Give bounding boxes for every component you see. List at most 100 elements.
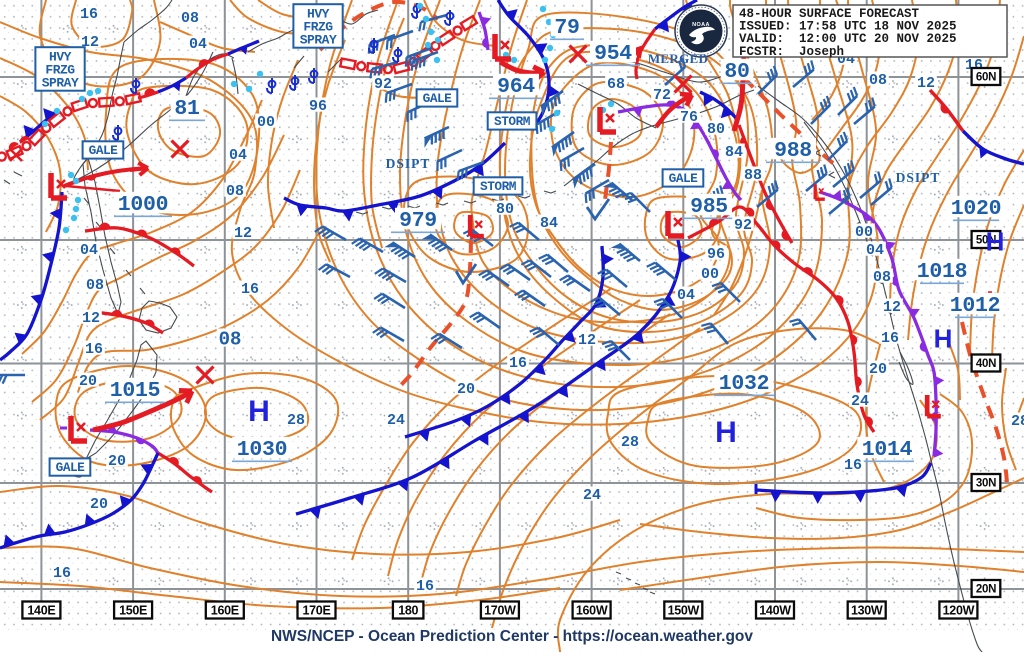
svg-text:20: 20 [869, 361, 887, 378]
svg-text:16: 16 [844, 457, 862, 474]
svg-text:FRZG: FRZG [303, 19, 333, 34]
svg-text:GALE: GALE [56, 460, 86, 475]
svg-text:12: 12 [917, 75, 935, 92]
svg-text:68: 68 [607, 76, 625, 93]
svg-text:20: 20 [90, 496, 108, 513]
svg-text:170W: 170W [484, 604, 516, 618]
svg-text:12: 12 [578, 332, 596, 349]
svg-text:00: 00 [257, 114, 275, 131]
svg-text:96: 96 [707, 246, 725, 263]
svg-text:88: 88 [744, 167, 762, 184]
svg-text:HVY: HVY [49, 49, 72, 64]
svg-text:150W: 150W [668, 604, 700, 618]
svg-text:04: 04 [866, 242, 884, 259]
svg-text:80: 80 [724, 60, 749, 84]
svg-text:16: 16 [509, 355, 527, 372]
svg-text:DSIPT: DSIPT [896, 170, 941, 185]
svg-text:H: H [715, 416, 737, 449]
svg-text:20: 20 [79, 373, 97, 390]
svg-text:80: 80 [707, 121, 725, 138]
svg-text:150E: 150E [119, 604, 147, 618]
svg-text:08: 08 [181, 10, 199, 27]
svg-text:GALE: GALE [669, 171, 699, 186]
svg-text:160W: 160W [576, 604, 608, 618]
svg-text:12: 12 [883, 299, 901, 316]
svg-text:16: 16 [80, 6, 98, 23]
svg-text:20: 20 [108, 453, 126, 470]
svg-text:20N: 20N [976, 584, 996, 596]
svg-text:96: 96 [309, 98, 327, 115]
svg-text:08: 08 [873, 269, 891, 286]
svg-text:16: 16 [241, 281, 259, 298]
svg-text:80: 80 [496, 201, 514, 218]
svg-text:04: 04 [229, 147, 247, 164]
svg-text:MERGED: MERGED [648, 51, 708, 66]
svg-text:84: 84 [540, 215, 558, 232]
svg-text:16: 16 [416, 578, 434, 595]
svg-text:04: 04 [189, 36, 207, 53]
svg-text:24: 24 [583, 487, 601, 504]
svg-text:180: 180 [398, 604, 418, 618]
svg-text:1014: 1014 [862, 438, 913, 462]
svg-text:160E: 160E [211, 604, 239, 618]
svg-text:72: 72 [653, 87, 671, 104]
svg-text:VALID: 12:00 UTC 20 NOV 2025: VALID: 12:00 UTC 20 NOV 2025 [739, 32, 957, 46]
svg-text:964: 964 [497, 75, 535, 99]
svg-text:1030: 1030 [237, 438, 287, 462]
svg-text:08: 08 [219, 328, 242, 350]
svg-text:28: 28 [621, 434, 639, 451]
svg-text:954: 954 [594, 42, 632, 66]
svg-text:GALE: GALE [423, 91, 453, 106]
svg-text:08: 08 [226, 183, 244, 200]
svg-text:NWS/NCEP - Ocean Prediction Ce: NWS/NCEP - Ocean Prediction Center - htt… [271, 628, 753, 645]
svg-text:140W: 140W [759, 604, 791, 618]
svg-text:H: H [248, 395, 270, 428]
svg-text:FCSTR: Joseph: FCSTR: Joseph [739, 45, 844, 59]
svg-text:1032: 1032 [719, 372, 769, 396]
svg-text:60N: 60N [976, 72, 996, 84]
svg-text:00: 00 [701, 266, 719, 283]
svg-text:16: 16 [53, 565, 71, 582]
svg-text:12: 12 [82, 310, 100, 327]
svg-text:12: 12 [234, 225, 252, 242]
svg-text:16: 16 [881, 330, 899, 347]
svg-text:SPRAY: SPRAY [42, 75, 79, 90]
svg-text:HVY: HVY [307, 6, 330, 21]
svg-text:130W: 130W [851, 604, 883, 618]
svg-text:170E: 170E [303, 604, 331, 618]
svg-text:40N: 40N [976, 358, 996, 370]
svg-text:988: 988 [774, 139, 812, 163]
svg-text:24: 24 [851, 393, 869, 410]
svg-text:H: H [934, 323, 953, 353]
svg-text:1012: 1012 [950, 294, 1000, 318]
svg-text:92: 92 [734, 217, 752, 234]
svg-text:30N: 30N [976, 478, 996, 490]
svg-text:84: 84 [725, 144, 743, 161]
svg-text:81: 81 [174, 97, 199, 121]
svg-text:76: 76 [680, 109, 698, 126]
svg-text:SPRAY: SPRAY [300, 32, 337, 47]
svg-text:ISSUED: 17:58 UTC 18 NOV 2025: ISSUED: 17:58 UTC 18 NOV 2025 [739, 20, 957, 34]
svg-text:00: 00 [855, 224, 873, 241]
svg-text:GALE: GALE [89, 143, 119, 158]
svg-text:140E: 140E [27, 604, 55, 618]
svg-text:1015: 1015 [110, 379, 160, 403]
svg-text:28: 28 [1011, 413, 1024, 430]
svg-text:979: 979 [399, 209, 437, 233]
svg-text:04: 04 [80, 242, 98, 259]
svg-text:08: 08 [869, 72, 887, 89]
svg-text:STORM: STORM [494, 114, 531, 129]
svg-text:1020: 1020 [951, 197, 1001, 221]
svg-text:1000: 1000 [118, 193, 168, 217]
svg-text:16: 16 [85, 341, 103, 358]
svg-text:50N: 50N [976, 235, 996, 247]
svg-text:79: 79 [554, 16, 579, 40]
svg-text:NOAA: NOAA [692, 22, 710, 28]
svg-text:STORM: STORM [480, 179, 517, 194]
svg-text:92: 92 [374, 76, 392, 93]
svg-text:1018: 1018 [917, 260, 967, 284]
svg-text:985: 985 [690, 195, 728, 219]
svg-text:DSIPT: DSIPT [386, 156, 431, 171]
svg-text:48-HOUR SURFACE FORECAST: 48-HOUR SURFACE FORECAST [739, 7, 920, 21]
svg-text:08: 08 [86, 277, 104, 294]
